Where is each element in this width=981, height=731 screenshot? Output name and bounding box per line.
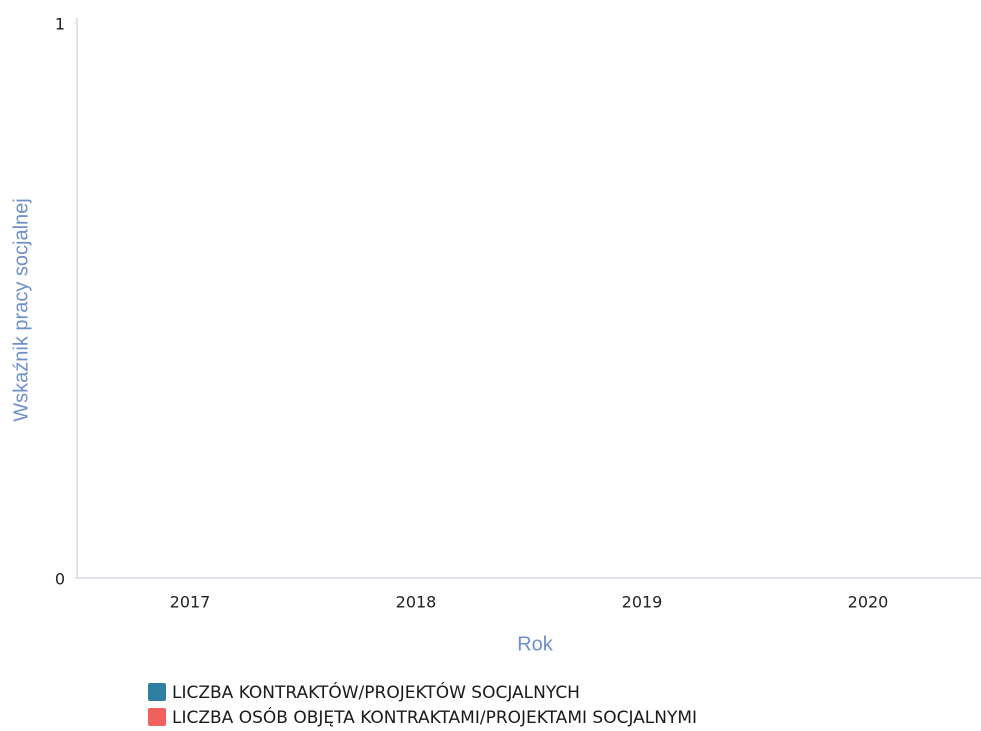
- legend-swatch: [148, 708, 166, 726]
- y-axis-title: Wskaźnik pracy socjalnej: [10, 198, 32, 421]
- legend-label: LICZBA OSÓB OBJĘTA KONTRAKTAMI/PROJEKTAM…: [172, 706, 697, 728]
- x-tick-label: 2017: [170, 593, 211, 612]
- x-tick-label: 2018: [396, 593, 437, 612]
- x-axis-title: Rok: [517, 633, 554, 655]
- x-tick-label: 2020: [848, 593, 889, 612]
- y-tick-label: 0: [55, 570, 65, 589]
- legend-label: LICZBA KONTRAKTÓW/PROJEKTÓW SOCJALNYCH: [172, 681, 580, 703]
- legend-swatch: [148, 683, 166, 701]
- y-tick-label: 1: [55, 15, 65, 34]
- x-tick-label: 2019: [622, 593, 663, 612]
